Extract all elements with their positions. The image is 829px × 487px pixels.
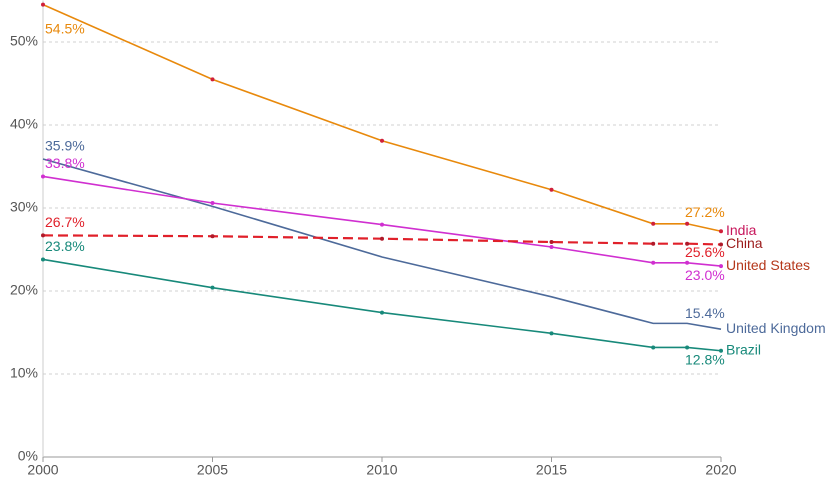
y-tick-label: 50%	[10, 33, 38, 49]
value-label: 35.9%	[45, 138, 85, 154]
value-label: 27.2%	[685, 204, 725, 220]
point	[651, 241, 656, 246]
point	[685, 221, 690, 226]
point	[380, 310, 384, 315]
point	[549, 245, 554, 250]
point	[380, 222, 384, 227]
value-label: 25.6%	[685, 244, 725, 260]
point	[651, 221, 656, 226]
point	[685, 241, 690, 246]
value-label: 15.4%	[685, 305, 725, 321]
y-tick-label: 0%	[18, 448, 38, 464]
point	[210, 77, 215, 82]
point	[651, 260, 656, 265]
point	[719, 242, 723, 247]
point	[210, 201, 215, 206]
point	[719, 264, 723, 269]
series-name: United Kingdom	[726, 320, 826, 336]
value-label: 54.5%	[45, 20, 85, 36]
point	[685, 260, 690, 265]
point	[380, 138, 384, 143]
point	[41, 257, 45, 262]
x-tick-label: 2000	[27, 462, 58, 478]
x-tick-label: 2020	[705, 462, 736, 478]
point	[380, 236, 384, 241]
x-tick-label: 2015	[536, 462, 567, 478]
point	[210, 285, 215, 290]
y-tick-label: 10%	[10, 365, 38, 381]
value-label: 12.8%	[685, 351, 725, 367]
y-tick-label: 40%	[10, 116, 38, 132]
y-tick-label: 20%	[10, 282, 38, 298]
point	[210, 234, 215, 239]
y-tick-label: 30%	[10, 199, 38, 215]
point	[719, 348, 723, 353]
series-line	[42, 258, 722, 352]
series-name: United States	[726, 257, 810, 273]
value-label: 23.8%	[45, 238, 85, 254]
point	[719, 229, 723, 234]
value-label: 26.7%	[45, 214, 85, 230]
point	[549, 187, 554, 192]
series-line	[42, 158, 722, 330]
series-name: India	[726, 222, 757, 238]
x-tick-label: 2005	[197, 462, 228, 478]
point	[41, 174, 45, 179]
x-tick-label: 2010	[366, 462, 397, 478]
value-label: 23.0%	[685, 267, 725, 283]
series-name: China	[726, 235, 763, 251]
point	[651, 345, 656, 350]
point	[41, 2, 45, 7]
point	[41, 233, 45, 238]
value-label: 33.8%	[45, 155, 85, 171]
series-line	[42, 175, 722, 267]
point	[685, 345, 690, 350]
series-line	[42, 3, 722, 233]
point	[549, 331, 554, 336]
series-name: Brazil	[726, 341, 761, 357]
point	[549, 240, 554, 245]
